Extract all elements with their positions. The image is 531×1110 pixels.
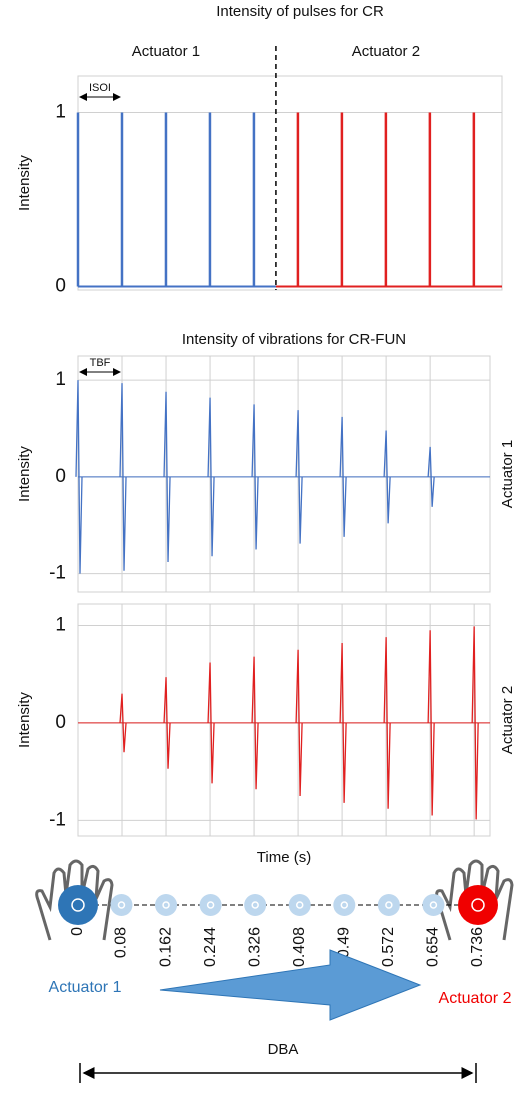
- actuator-center: [471, 898, 485, 912]
- actuator-center: [71, 898, 85, 912]
- actuator: [288, 894, 311, 916]
- chart-title: Intensity of pulses for CR: [216, 3, 384, 20]
- plot-frame: [77, 75, 503, 291]
- burst: [251, 404, 259, 550]
- position-label: 0.654: [425, 927, 442, 967]
- direction-arrow: [159, 949, 422, 1021]
- position-label: 0.162: [157, 927, 174, 967]
- position-label: 0.49: [336, 927, 353, 958]
- burst: [207, 397, 215, 557]
- burst: [119, 383, 127, 571]
- actuator: [58, 885, 98, 925]
- position-label: 0.408: [291, 927, 308, 967]
- actuator-center: [162, 901, 170, 909]
- position-label: 0.572: [380, 927, 397, 967]
- y-tick-label: -1: [49, 563, 66, 584]
- chart-title: Intensity of vibrations for CR-FUN: [182, 331, 406, 348]
- actuator: [458, 885, 498, 925]
- position-label: 0.736: [469, 927, 486, 967]
- actuator-center: [251, 901, 259, 909]
- series-label: Actuator 1: [132, 43, 200, 60]
- y-axis-label: Intensity: [16, 446, 33, 502]
- position-label: 0.326: [246, 927, 263, 967]
- position-label: 0.08: [113, 927, 130, 958]
- y-tick-label: 1: [55, 369, 66, 390]
- actuator-center: [385, 901, 393, 909]
- start-label: Actuator 1: [49, 979, 122, 996]
- burst: [295, 649, 303, 797]
- y-tick-label: 1: [55, 102, 66, 123]
- position-label: 0.244: [202, 927, 219, 967]
- burst: [471, 626, 479, 820]
- burst: [427, 446, 435, 507]
- series-label: Actuator 2: [499, 686, 516, 754]
- plot-frame: [77, 603, 491, 837]
- position-label: 0: [69, 927, 86, 936]
- actuator: [110, 894, 133, 916]
- y-axis-label: Intensity: [16, 155, 33, 211]
- actuator: [333, 894, 356, 916]
- burst: [75, 380, 83, 574]
- burst: [383, 430, 391, 524]
- series-label: Actuator 1: [499, 440, 516, 508]
- burst: [339, 416, 347, 537]
- interval-label: ISOI: [89, 82, 111, 94]
- y-tick-label: 0: [55, 712, 66, 733]
- actuator-center: [295, 901, 304, 909]
- y-tick-label: 0: [55, 466, 66, 487]
- interval-label: TBF: [90, 357, 111, 369]
- y-tick-label: 0: [55, 276, 66, 297]
- y-tick-label: -1: [49, 809, 66, 830]
- burst: [163, 677, 171, 769]
- actuator: [377, 894, 400, 916]
- burst: [295, 410, 303, 544]
- burst: [383, 637, 391, 809]
- actuator-center: [206, 901, 215, 909]
- burst: [339, 642, 347, 803]
- y-tick-label: 1: [55, 614, 66, 635]
- burst: [163, 391, 171, 563]
- actuator-center: [429, 901, 438, 909]
- actuator: [199, 894, 222, 916]
- series-label: Actuator 2: [352, 43, 420, 60]
- distance-label: DBA: [268, 1041, 299, 1058]
- actuator-center: [340, 901, 349, 909]
- hand: [35, 859, 114, 941]
- hand: [435, 859, 514, 941]
- actuator: [155, 894, 178, 916]
- actuator: [422, 894, 445, 916]
- end-label: Actuator 2: [439, 990, 512, 1007]
- x-axis-label: Time (s): [257, 849, 311, 866]
- actuator-center: [117, 901, 126, 909]
- actuator: [244, 894, 267, 916]
- burst: [119, 693, 127, 753]
- burst: [427, 630, 435, 816]
- y-axis-label: Intensity: [16, 692, 33, 748]
- burst: [251, 656, 259, 790]
- burst: [207, 662, 215, 784]
